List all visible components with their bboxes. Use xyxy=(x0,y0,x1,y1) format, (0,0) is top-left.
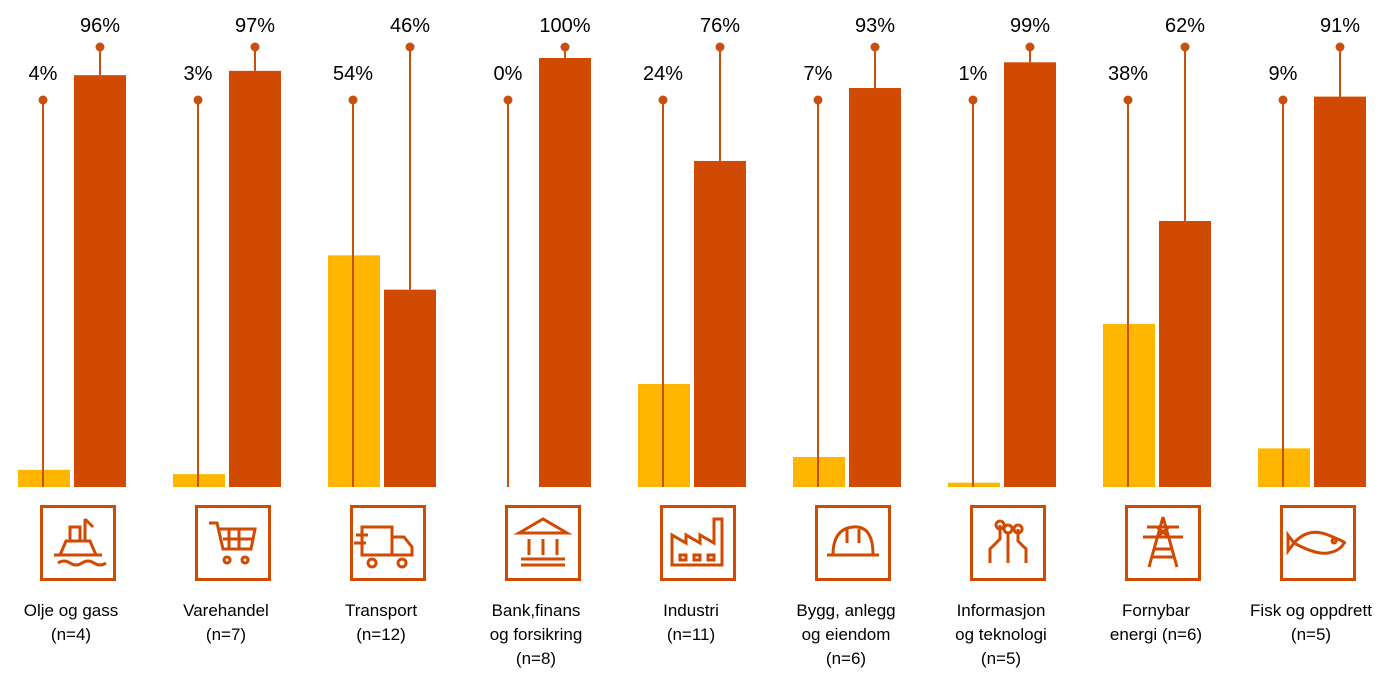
value-label: 1% xyxy=(959,63,988,85)
category-label: Olje og gass (n=4) xyxy=(24,601,119,644)
icon-frame xyxy=(195,505,271,581)
category-icon xyxy=(505,505,581,581)
icon-glyph xyxy=(1143,516,1183,568)
category-icon xyxy=(815,505,891,581)
leader-dot xyxy=(95,42,105,52)
value-label: 4% xyxy=(29,63,58,85)
icon-frame xyxy=(1280,505,1356,581)
icon-glyph xyxy=(670,517,724,567)
bar xyxy=(1159,221,1211,487)
leader-dot xyxy=(1123,95,1133,105)
category-label: Bygg, anlegg og eiendom (n=6) xyxy=(796,601,895,668)
category-icon xyxy=(350,505,426,581)
icon-glyph xyxy=(513,517,573,567)
bar xyxy=(384,289,436,487)
bar xyxy=(539,58,591,487)
value-label: 91% xyxy=(1320,15,1360,37)
icon-frame xyxy=(970,505,1046,581)
icon-frame xyxy=(660,505,736,581)
leader-dot xyxy=(503,95,513,105)
leader-dot xyxy=(968,95,978,105)
category-icon xyxy=(660,505,736,581)
leader-dot xyxy=(715,42,725,52)
icon-frame xyxy=(40,505,116,581)
leader-dot xyxy=(1278,95,1288,105)
category-label: Transport (n=12) xyxy=(345,601,417,644)
bar xyxy=(694,160,746,487)
value-label: 54% xyxy=(333,63,373,85)
category-icon xyxy=(195,505,271,581)
value-label: 9% xyxy=(1269,63,1298,85)
value-label: 24% xyxy=(643,63,683,85)
value-label: 7% xyxy=(804,63,833,85)
icon-frame xyxy=(1125,505,1201,581)
value-label: 62% xyxy=(1165,15,1205,37)
bar xyxy=(1314,96,1366,488)
leader-dot xyxy=(813,95,823,105)
value-label: 46% xyxy=(390,15,430,37)
icon-glyph xyxy=(209,521,257,565)
icon-frame xyxy=(815,505,891,581)
category-icon xyxy=(40,505,116,581)
leader-dot xyxy=(250,42,260,52)
category-label: Informasjon og teknologi (n=5) xyxy=(955,601,1047,668)
icon-frame xyxy=(350,505,426,581)
value-label: 100% xyxy=(539,15,590,37)
bar xyxy=(849,88,901,487)
value-label: 0% xyxy=(494,63,523,85)
icon-glyph xyxy=(354,525,414,569)
value-label: 99% xyxy=(1010,15,1050,37)
leader-dot xyxy=(658,95,668,105)
leader-dot xyxy=(193,95,203,105)
value-label: 3% xyxy=(184,63,213,85)
bar xyxy=(74,75,126,487)
value-label: 76% xyxy=(700,15,740,37)
leader-dot xyxy=(1180,42,1190,52)
leader-dot xyxy=(1335,42,1345,52)
value-label: 96% xyxy=(80,15,120,37)
value-label: 97% xyxy=(235,15,275,37)
category-label: Fisk og oppdrett (n=5) xyxy=(1250,601,1372,644)
value-label: 38% xyxy=(1108,63,1148,85)
category-label: Varehandel (n=7) xyxy=(183,601,269,644)
icon-glyph xyxy=(988,519,1028,563)
category-label: Industri (n=11) xyxy=(663,601,719,644)
leader-dot xyxy=(560,42,570,52)
leader-dot xyxy=(870,42,880,52)
category-label: Fornybar energi (n=6) xyxy=(1110,601,1202,644)
value-label: 93% xyxy=(855,15,895,37)
category-icon xyxy=(1280,505,1356,581)
bar xyxy=(229,70,281,488)
leader-dot xyxy=(348,95,358,105)
icon-glyph xyxy=(827,525,879,557)
leader-dot xyxy=(38,95,48,105)
leader-dot xyxy=(1025,42,1035,52)
leader-dot xyxy=(405,42,415,52)
category-icon xyxy=(970,505,1046,581)
icons xyxy=(40,505,1356,581)
bar xyxy=(1004,62,1056,487)
category-label: Bank,finans og forsikring (n=8) xyxy=(490,601,583,668)
icon-glyph xyxy=(1286,530,1347,556)
icon-glyph xyxy=(54,517,107,567)
icon-frame xyxy=(505,505,581,581)
category-icon xyxy=(1125,505,1201,581)
